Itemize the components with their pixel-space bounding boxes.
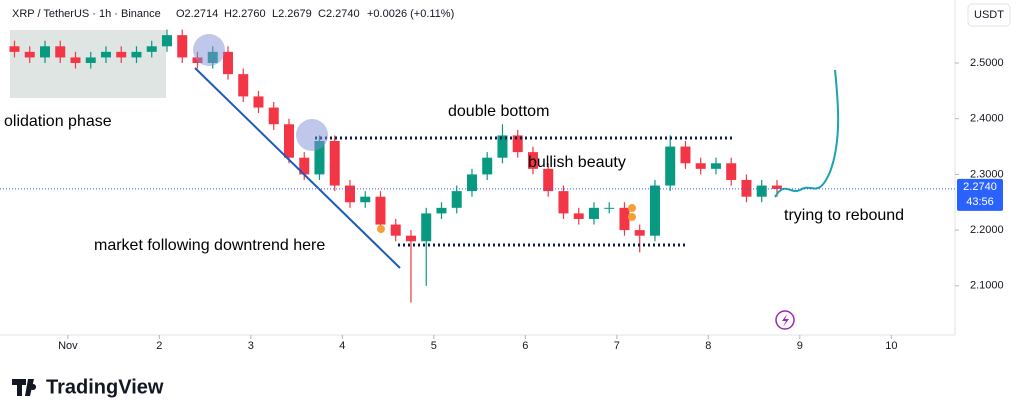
y-tick-label: 2.4000 (970, 113, 1004, 125)
candle-body (329, 140, 340, 186)
x-tick-label: Nov (58, 340, 78, 352)
candle-body (680, 146, 691, 164)
projection-curve (774, 69, 840, 198)
candle-body (649, 185, 660, 236)
consolidation-box (10, 30, 166, 98)
candle-body (238, 74, 249, 97)
highlight-circle (193, 34, 225, 66)
candle-body (131, 51, 142, 58)
candle-body (161, 35, 172, 47)
candle-body (222, 51, 233, 75)
candle-body (436, 207, 447, 214)
brand: TradingView (12, 376, 164, 398)
candle-body (24, 51, 35, 58)
candle-body (9, 46, 20, 52)
candle-body (421, 213, 432, 242)
marker-dot (377, 225, 385, 233)
ohlc-high: H2.2760 (224, 8, 266, 20)
candle-body (741, 179, 752, 197)
candle-body (85, 57, 96, 64)
candle-body (543, 168, 554, 192)
candle-body (466, 174, 477, 192)
brand-name: TradingView (46, 376, 164, 398)
marker-dot (628, 204, 636, 212)
last-price-box (957, 178, 1003, 211)
candle-body (573, 213, 584, 219)
y-tick-label: 2.3000 (970, 168, 1004, 180)
candle-body (588, 207, 599, 219)
symbol: XRP / TetherUS · 1h · Binance (12, 8, 161, 20)
change: +0.0026 (+0.11%) (367, 8, 454, 20)
annotation: double bottom (448, 103, 549, 120)
candle-body (344, 185, 355, 203)
candle-body (619, 207, 630, 231)
candle-body (283, 124, 294, 158)
candle-body (100, 51, 111, 58)
x-tick-label: 8 (705, 340, 711, 352)
annotation: trying to rebound (784, 207, 904, 224)
candle-body (146, 46, 157, 52)
candle-body (253, 96, 264, 108)
candle-body (70, 57, 81, 64)
candle-body (695, 163, 706, 169)
x-tick-label: 4 (339, 340, 345, 352)
candle-body (299, 157, 310, 175)
y-tick-label: 2.5000 (970, 57, 1004, 69)
candle-body (390, 224, 401, 236)
marker-dot (628, 213, 636, 221)
currency-button[interactable] (967, 3, 1011, 27)
candle-body (512, 135, 523, 153)
candle-body (527, 152, 538, 169)
x-tick-label: 7 (614, 340, 620, 352)
candle-body (710, 163, 721, 169)
candle-body (497, 135, 508, 158)
candle-body (726, 163, 737, 180)
candle-body (314, 140, 325, 175)
x-tick-label: 10 (885, 340, 897, 352)
brand-logo (12, 379, 37, 396)
y-tick-label: 2.1000 (970, 280, 1004, 292)
currency[interactable]: USDT (974, 9, 1004, 21)
x-tick-label: 5 (431, 340, 437, 352)
candle-body (756, 185, 767, 197)
candle-body (405, 235, 416, 242)
ohlc-low: L2.2679 (272, 8, 312, 20)
candle-body (451, 191, 462, 208)
highlight-circle (296, 119, 328, 151)
candle-body (375, 196, 386, 225)
candle-body (482, 157, 493, 175)
trend-line (194, 67, 401, 269)
candle-body (604, 207, 615, 209)
event-icon (775, 310, 795, 330)
x-tick-label: 9 (797, 340, 803, 352)
last-price-label: 2.2740 (963, 181, 997, 193)
ohlc-open: O2.2714 (176, 8, 218, 20)
candle-body (55, 46, 66, 58)
y-tick-label: 2.2000 (970, 224, 1004, 236)
candle-body (665, 146, 676, 186)
x-tick-label: 2 (156, 340, 162, 352)
annotation: olidation phase (4, 113, 112, 130)
countdown: 43:56 (966, 196, 994, 208)
x-tick-label: 3 (248, 340, 254, 352)
candle-body (39, 46, 50, 58)
annotation: bullish beauty (528, 154, 626, 171)
candle-body (771, 185, 782, 189)
candle-body (116, 51, 127, 58)
ohlc-close: C2.2740 (318, 8, 360, 20)
annotation: market following downtrend here (94, 237, 325, 254)
x-tick-label: 6 (522, 340, 528, 352)
candle-body (268, 107, 279, 125)
candle-body (177, 35, 188, 58)
candle-body (360, 196, 371, 203)
candle-body (558, 191, 569, 214)
event-icon-bolt (782, 314, 789, 327)
candle-body (634, 230, 645, 236)
